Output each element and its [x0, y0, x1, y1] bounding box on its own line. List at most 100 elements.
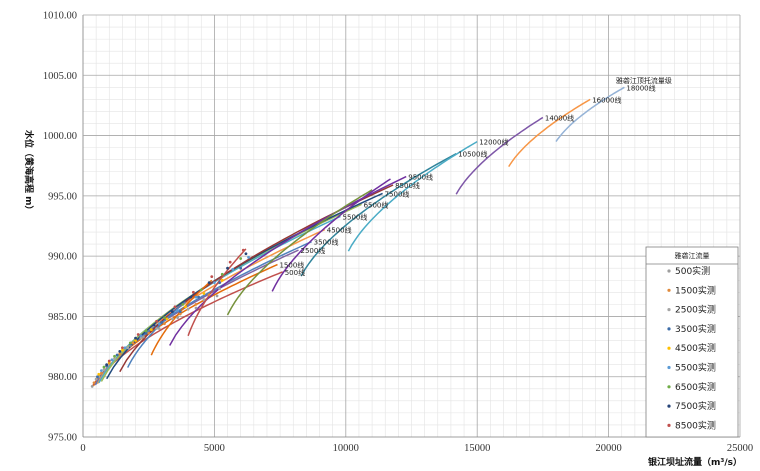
measured-point — [139, 334, 143, 338]
measured-point — [157, 327, 161, 330]
y-tick-label: 1010.00 — [43, 11, 77, 22]
measured-point — [131, 341, 135, 345]
series-line-7500线 — [106, 192, 383, 380]
measured-point — [102, 368, 106, 371]
legend-marker — [667, 365, 671, 370]
measured-point — [157, 322, 161, 326]
measured-point — [102, 365, 106, 369]
measured-point — [144, 331, 148, 335]
measured-point — [139, 336, 143, 340]
legend-marker — [667, 288, 671, 292]
measured-point — [113, 354, 116, 358]
measured-point — [118, 352, 122, 356]
measured-point — [176, 309, 180, 312]
legend-entry-label: 4500实测 — [675, 342, 716, 354]
series-line-18000线 — [555, 86, 625, 143]
y-tick-label: 975.00 — [48, 433, 77, 444]
measured-point — [239, 266, 243, 270]
series-line-16000线 — [508, 98, 591, 168]
measured-point — [213, 281, 216, 285]
backwater-annotation: 雅砻江顶托流量级 — [616, 76, 672, 85]
measured-point — [194, 306, 198, 310]
measured-point — [152, 323, 156, 327]
measured-point — [99, 371, 103, 375]
legend-entry-label: 1500实测 — [675, 284, 716, 296]
measured-point — [170, 310, 174, 314]
y-tick-labels: 975.00 980.00 985.00 990.00 995.00 1000.00 100… — [43, 11, 77, 444]
y-tick-label: 995.00 — [48, 191, 77, 202]
measured-point — [128, 341, 132, 345]
measured-point — [123, 346, 127, 350]
series-label: 500线 — [285, 268, 305, 277]
x-tick-label: 20000 — [595, 443, 621, 454]
measured-point — [110, 358, 114, 362]
measured-point — [241, 248, 245, 252]
measured-point — [99, 369, 103, 373]
series-line — [271, 178, 391, 292]
series-label: 5500线 — [343, 212, 368, 221]
measured-point — [220, 278, 224, 282]
series-line — [187, 248, 247, 337]
x-tick-label: 15000 — [464, 443, 490, 454]
series-label: 18000线 — [626, 83, 655, 92]
measured-point — [199, 288, 203, 292]
measured-point — [107, 359, 111, 363]
measured-point — [105, 363, 109, 367]
measured-point — [207, 281, 211, 285]
measured-point — [228, 260, 232, 264]
measured-point — [121, 346, 124, 350]
y-tick-label: 990.00 — [48, 252, 77, 263]
legend-marker — [667, 385, 671, 389]
legend: 雅砻江流量 500实测 1500实测 2500实测 3500实测 4500实测 5500实… — [645, 246, 739, 438]
series-label: 4500线 — [327, 226, 352, 235]
measured-point — [215, 294, 219, 298]
measured-point — [163, 316, 166, 320]
series-label: 10500线 — [458, 150, 487, 159]
measured-point — [231, 268, 235, 271]
series-label: 6500线 — [364, 200, 389, 209]
measured-point — [155, 327, 158, 330]
measured-point — [173, 305, 177, 309]
measured-points — [90, 248, 250, 388]
measured-point — [191, 290, 195, 294]
measured-point — [176, 316, 180, 320]
measured-point — [113, 357, 116, 361]
measured-point — [160, 321, 164, 324]
y-tick-label: 980.00 — [48, 372, 77, 383]
y-axis-title: 水位（黄海高程 m） — [23, 130, 35, 215]
series-line-14000线 — [455, 116, 544, 195]
x-tick-label: 10000 — [333, 443, 359, 454]
measured-point — [115, 353, 119, 357]
measured-point — [126, 346, 130, 350]
measured-point — [92, 381, 96, 385]
measured-point — [121, 348, 124, 352]
measured-point — [149, 328, 153, 332]
legend-marker — [667, 327, 671, 331]
x-tick-labels: 0 5000 10000 15000 20000 25000 — [80, 443, 753, 454]
y-tick-label: 1005.00 — [43, 71, 77, 82]
y-tick-label: 985.00 — [48, 312, 77, 323]
legend-entry-label: 8500实测 — [675, 419, 716, 431]
measured-point — [239, 257, 243, 260]
legend-marker — [667, 346, 671, 350]
measured-point — [163, 322, 166, 326]
legend-entry-label: 3500实测 — [675, 323, 716, 335]
series-label: 7500线 — [385, 189, 410, 198]
measured-point — [90, 384, 94, 388]
measured-point — [94, 377, 98, 381]
measured-point — [178, 312, 182, 316]
legend-marker — [667, 308, 671, 312]
measured-point — [178, 310, 182, 314]
series-label: 8500线 — [395, 181, 420, 190]
measured-point — [207, 293, 211, 297]
measured-point — [226, 266, 229, 270]
measured-point — [218, 281, 222, 285]
legend-box — [645, 246, 739, 438]
x-tick-label: 0 — [80, 443, 85, 454]
series-line-10500线 — [300, 153, 457, 277]
measured-point — [202, 298, 206, 301]
series-line — [226, 189, 373, 316]
measured-point — [165, 317, 169, 321]
measured-point — [170, 317, 174, 321]
legend-entries: 500实测 1500实测 2500实测 3500实测 4500实测 5500实测 6500实… — [667, 265, 716, 431]
